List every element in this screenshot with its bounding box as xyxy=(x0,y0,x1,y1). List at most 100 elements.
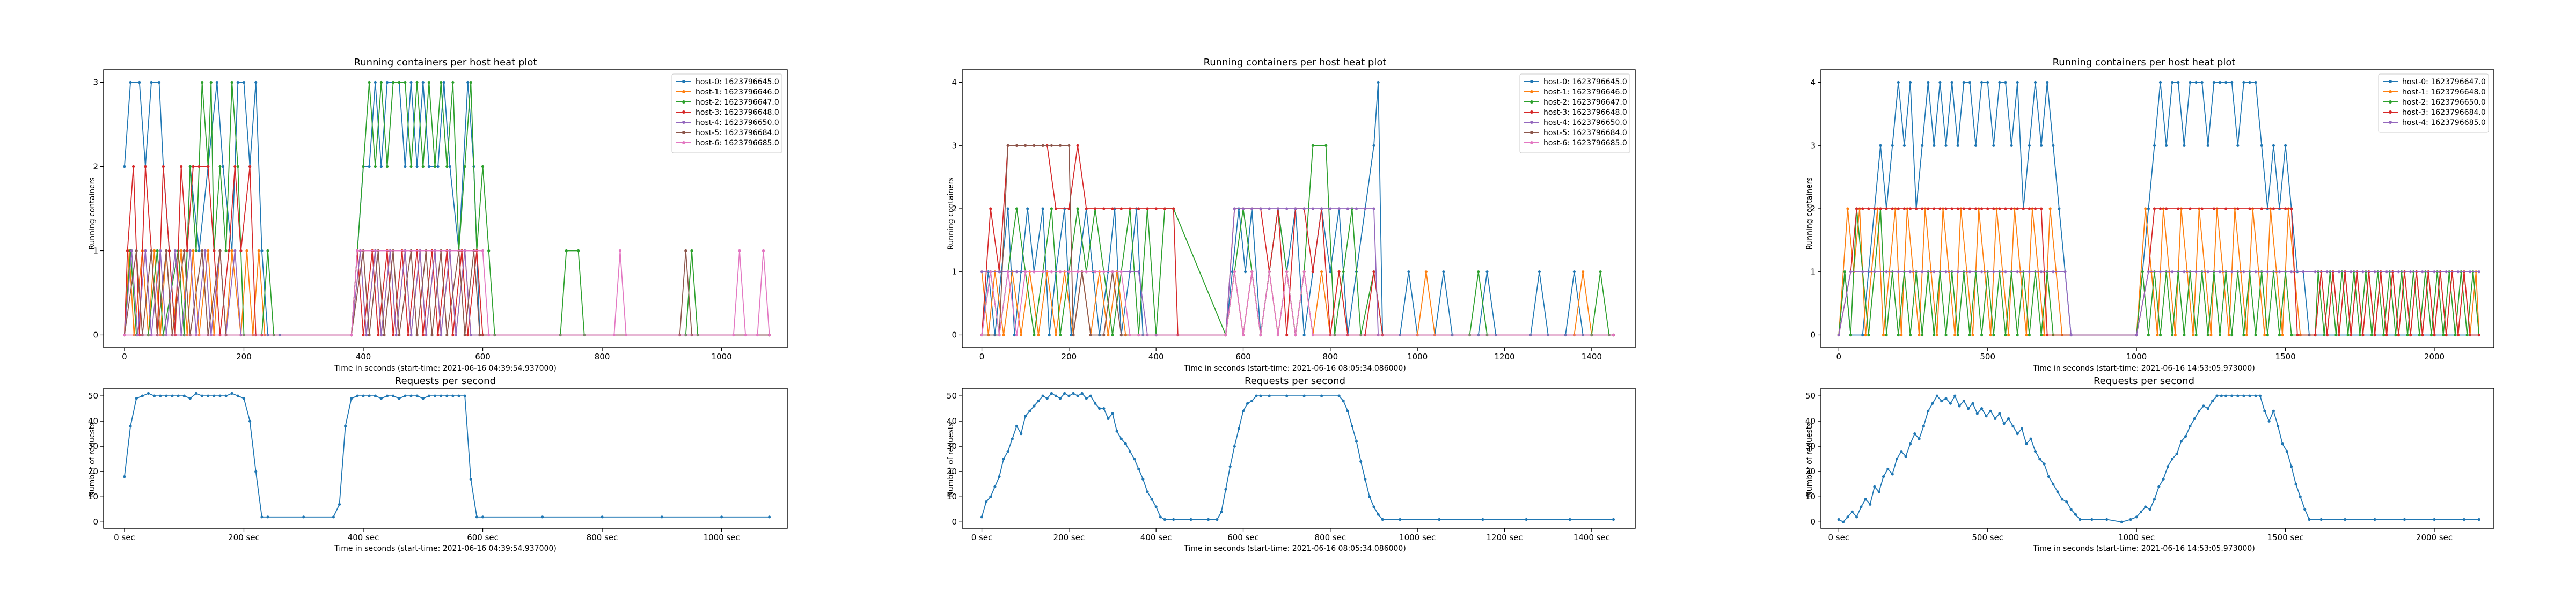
data-point xyxy=(440,80,443,84)
data-point xyxy=(1244,270,1247,274)
data-point xyxy=(180,249,183,253)
data-point xyxy=(1424,270,1428,274)
data-point xyxy=(1320,207,1323,210)
data-point xyxy=(167,249,171,253)
data-point xyxy=(463,394,466,397)
data-point xyxy=(1885,333,1888,337)
data-point xyxy=(2139,510,2143,514)
x-tick-label: 1500 xyxy=(2275,352,2295,362)
data-point xyxy=(1189,518,1192,521)
data-point xyxy=(2147,270,2150,274)
series-line xyxy=(1838,395,2479,523)
requests-x-axis-label: Time in seconds (start-time: 2021-06-16 … xyxy=(2032,544,2255,553)
data-point xyxy=(1372,505,1375,508)
data-point xyxy=(379,333,383,337)
data-point xyxy=(1048,333,1051,337)
data-point xyxy=(2043,462,2046,466)
data-point xyxy=(1407,270,1410,274)
data-point xyxy=(1980,207,1984,210)
data-point xyxy=(398,333,401,337)
data-point xyxy=(1128,333,1132,337)
data-point xyxy=(2290,207,2293,210)
data-point xyxy=(230,392,233,395)
legend-marker xyxy=(682,141,685,144)
containers-plot-1: Running containers per host heat plot Ti… xyxy=(88,57,788,373)
data-point xyxy=(436,165,440,168)
data-point xyxy=(2135,515,2138,519)
data-point xyxy=(356,394,359,397)
data-point xyxy=(1329,270,1332,274)
data-point xyxy=(218,165,222,168)
data-point xyxy=(2456,270,2460,274)
data-point xyxy=(1921,333,1924,337)
series-line xyxy=(1838,208,2479,336)
data-point xyxy=(2025,442,2028,446)
data-point xyxy=(1067,394,1071,397)
data-point xyxy=(1867,207,1870,210)
data-point xyxy=(159,249,162,253)
y-tick-label: 50 xyxy=(947,391,957,401)
y-tick-label: 10 xyxy=(88,492,98,502)
data-point xyxy=(989,495,992,498)
data-point xyxy=(1285,207,1289,210)
data-point xyxy=(1933,144,1936,147)
data-point xyxy=(406,333,410,337)
data-point xyxy=(415,80,419,84)
legend-label: host-0: 1623796647.0 xyxy=(2402,78,2486,86)
data-point xyxy=(2198,409,2201,412)
data-point xyxy=(2409,333,2412,337)
data-point xyxy=(150,80,153,84)
data-point xyxy=(362,333,365,337)
data-point xyxy=(130,249,133,253)
data-point xyxy=(1124,442,1127,446)
data-point xyxy=(2179,440,2183,443)
y-tick-label: 1 xyxy=(1810,267,1816,277)
data-point xyxy=(2038,458,2041,461)
data-point xyxy=(383,333,386,337)
legend-box xyxy=(1519,73,1630,153)
data-point xyxy=(1250,207,1254,210)
data-point xyxy=(1285,333,1289,337)
data-point xyxy=(768,515,771,519)
legend-marker xyxy=(1530,90,1533,93)
x-tick-label: 400 sec xyxy=(1140,533,1172,542)
data-point xyxy=(2200,80,2204,84)
series-line xyxy=(1838,82,2479,336)
data-point xyxy=(2171,333,2174,337)
series-host-1 xyxy=(980,270,1615,337)
data-point xyxy=(1968,333,1971,337)
data-point xyxy=(2158,270,2162,274)
data-point xyxy=(1962,399,1965,403)
data-point xyxy=(365,333,368,337)
data-point xyxy=(2215,394,2219,397)
legend-marker xyxy=(2389,110,2392,114)
plot-frame xyxy=(962,388,1636,529)
data-point xyxy=(1915,207,1918,210)
data-point xyxy=(2004,333,2007,337)
data-point xyxy=(1849,270,1853,274)
data-point xyxy=(1137,333,1140,337)
y-tick-label: 3 xyxy=(93,78,98,87)
data-point xyxy=(2048,207,2052,210)
data-point xyxy=(2046,333,2049,337)
data-point xyxy=(2028,333,2031,337)
y-tick-label: 4 xyxy=(952,78,957,87)
data-point xyxy=(1364,477,1367,481)
data-point xyxy=(1216,518,1219,521)
data-point xyxy=(2254,80,2257,84)
data-point xyxy=(425,333,428,337)
containers-x-axis-label: Time in seconds (start-time: 2021-06-16 … xyxy=(1183,364,1406,373)
containers-x-axis-label: Time in seconds (start-time: 2021-06-16 … xyxy=(334,364,557,373)
containers-plot-title: Running containers per host heat plot xyxy=(354,57,537,68)
data-point xyxy=(1059,270,1062,274)
legend-marker xyxy=(682,80,685,83)
data-point xyxy=(1485,270,1489,274)
data-point xyxy=(260,249,264,253)
data-point xyxy=(998,270,1001,274)
data-point xyxy=(2337,270,2341,274)
data-point xyxy=(239,249,243,253)
data-point xyxy=(368,394,371,397)
data-point xyxy=(2236,394,2240,397)
y-tick-label: 0 xyxy=(952,330,957,340)
legend-label: host-1: 1623796648.0 xyxy=(2402,88,2486,97)
